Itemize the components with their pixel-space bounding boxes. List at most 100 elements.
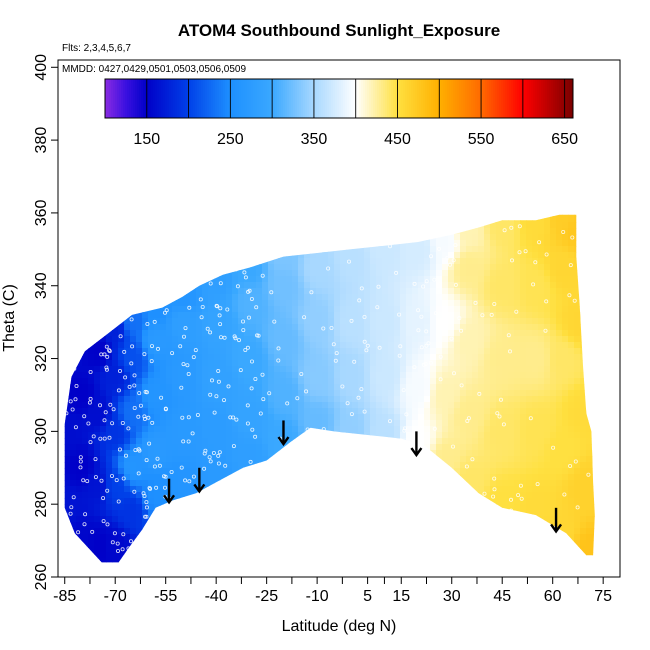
- field-cell: [208, 126, 215, 133]
- field-cell: [268, 450, 275, 457]
- field-cell: [250, 438, 257, 445]
- field-cell: [58, 294, 65, 301]
- field-cell: [256, 324, 263, 331]
- field-cell: [94, 402, 101, 409]
- field-cell: [232, 378, 239, 385]
- field-cell: [118, 528, 125, 535]
- field-cell: [160, 516, 167, 523]
- field-cell: [226, 366, 233, 373]
- field-cell: [310, 432, 317, 439]
- field-cell: [268, 174, 275, 181]
- field-cell: [322, 372, 329, 379]
- field-cell: [304, 336, 311, 343]
- field-cell: [292, 408, 299, 415]
- field-cell: [262, 474, 269, 481]
- field-cell: [76, 156, 83, 163]
- field-cell: [310, 186, 317, 193]
- field-cell: [76, 384, 83, 391]
- field-cell: [160, 336, 167, 343]
- field-cell: [88, 126, 95, 133]
- field-cell: [100, 426, 107, 433]
- field-cell: [64, 126, 71, 133]
- field-cell: [292, 414, 299, 421]
- field-cell: [202, 504, 209, 511]
- field-cell: [376, 402, 383, 409]
- field-cell: [256, 132, 263, 139]
- field-cell: [346, 564, 353, 571]
- field-cell: [214, 264, 221, 271]
- field-cell: [286, 360, 293, 367]
- field-cell: [316, 156, 323, 163]
- field-cell: [166, 264, 173, 271]
- field-cell: [226, 504, 233, 511]
- field-cell: [310, 282, 317, 289]
- field-cell: [76, 498, 83, 505]
- field-cell: [172, 486, 179, 493]
- field-cell: [70, 456, 77, 463]
- field-cell: [250, 264, 257, 271]
- field-cell: [394, 450, 401, 457]
- field-cell: [226, 492, 233, 499]
- field-cell: [316, 450, 323, 457]
- field-cell: [106, 474, 113, 481]
- field-cell: [136, 342, 143, 349]
- field-cell: [154, 216, 161, 223]
- field-cell: [100, 162, 107, 169]
- field-cell: [262, 456, 269, 463]
- field-cell: [94, 528, 101, 535]
- field-cell: [394, 174, 401, 181]
- field-cell: [256, 312, 263, 319]
- field-cell: [130, 162, 137, 169]
- field-cell: [310, 534, 317, 541]
- field-cell: [136, 390, 143, 397]
- field-cell: [352, 306, 359, 313]
- field-cell: [292, 558, 299, 563]
- field-cell: [166, 282, 173, 289]
- field-cell: [154, 390, 161, 397]
- field-cell: [142, 324, 149, 331]
- field-cell: [142, 408, 149, 415]
- field-cell: [274, 348, 281, 355]
- field-cell: [388, 366, 395, 373]
- field-cell: [64, 570, 71, 577]
- field-cell: [346, 414, 353, 421]
- field-cell: [262, 270, 269, 277]
- field-cell: [238, 174, 245, 181]
- field-cell: [100, 378, 107, 385]
- field-cell: [112, 378, 119, 385]
- field-cell: [100, 570, 107, 577]
- field-cell: [160, 192, 167, 199]
- field-cell: [256, 378, 263, 385]
- field-cell: [310, 150, 317, 157]
- field-cell: [328, 498, 335, 505]
- field-cell: [280, 270, 287, 277]
- field-cell: [346, 408, 353, 415]
- field-cell: [256, 450, 263, 457]
- field-cell: [214, 558, 221, 563]
- field-cell: [328, 540, 335, 547]
- field-cell: [190, 564, 197, 571]
- field-cell: [244, 198, 251, 205]
- field-cell: [376, 480, 383, 487]
- field-cell: [388, 294, 395, 301]
- field-cell: [364, 354, 371, 361]
- field-cell: [64, 84, 71, 91]
- field-cell: [358, 492, 365, 499]
- field-cell: [178, 126, 185, 133]
- field-cell: [382, 348, 389, 355]
- field-cell: [286, 156, 293, 163]
- field-cell: [352, 486, 359, 493]
- field-cell: [160, 214, 167, 217]
- field-cell: [142, 384, 149, 391]
- field-cell: [352, 468, 359, 475]
- field-cell: [262, 336, 269, 343]
- field-cell: [190, 234, 197, 241]
- field-cell: [220, 282, 227, 289]
- field-cell: [232, 528, 239, 535]
- field-cell: [244, 174, 251, 181]
- field-cell: [334, 408, 341, 415]
- field-cell: [382, 258, 389, 265]
- field-cell: [118, 150, 125, 157]
- field-cell: [352, 180, 359, 187]
- field-cell: [232, 390, 239, 397]
